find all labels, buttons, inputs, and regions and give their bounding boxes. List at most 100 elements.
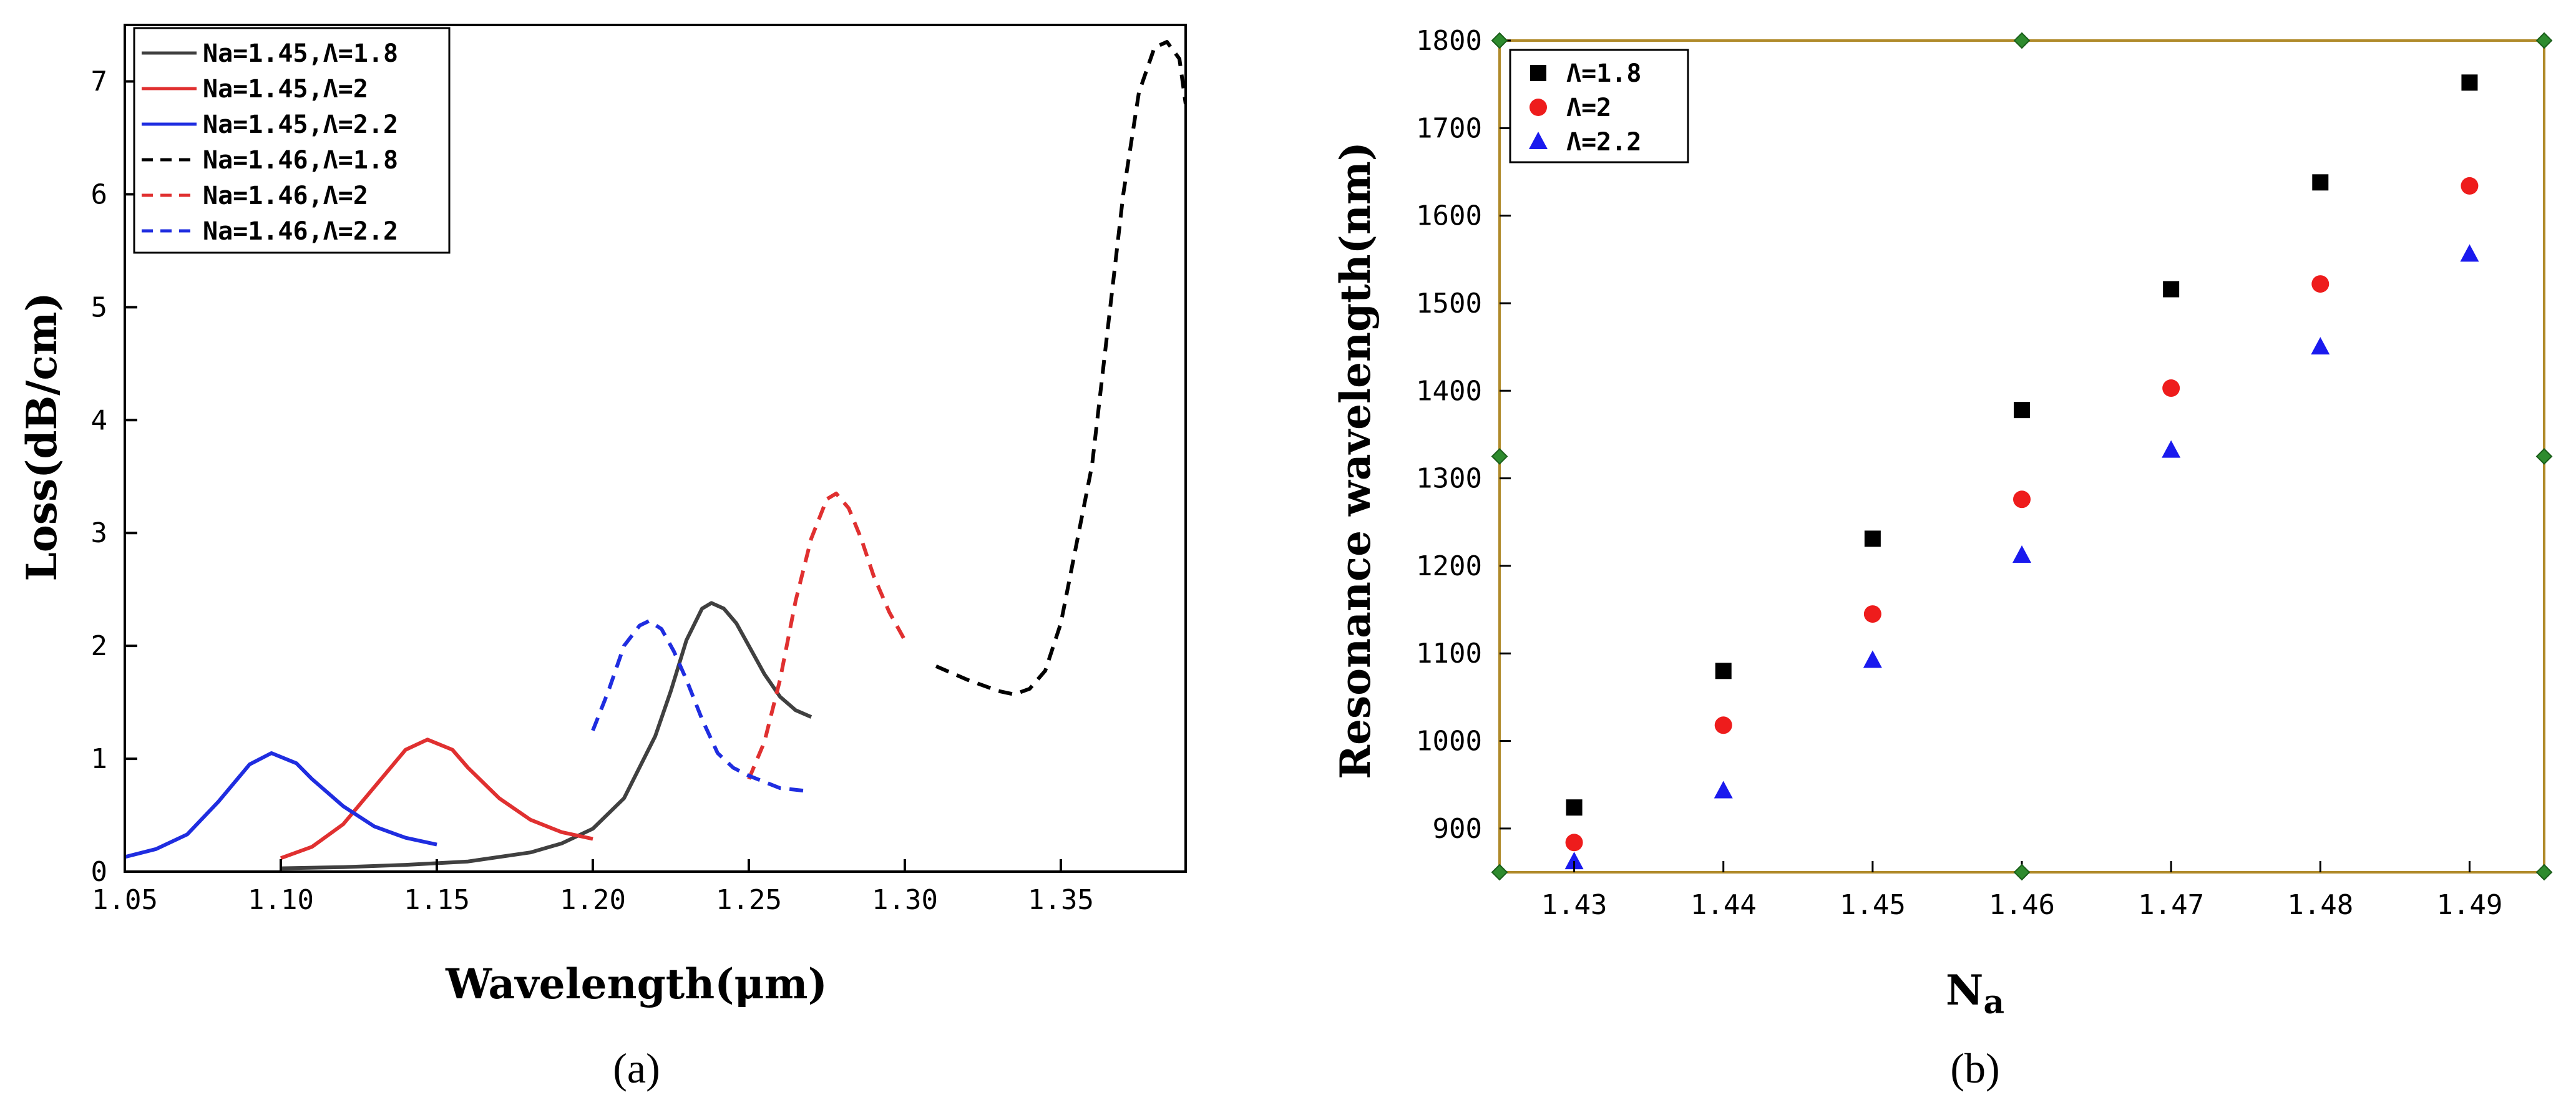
chart-a-ylabel: Loss(dB/cm) [17, 292, 66, 581]
chart-b-axes: 1.43 1.44 1.45 1.46 1.47 1.48 1.49 900 1000 1100 1… [1416, 25, 2553, 921]
scatter-point-b-2-2 [1863, 650, 1882, 668]
selection-handle-2 [2535, 32, 2553, 49]
scatter-point-b-1-5 [2311, 275, 2330, 293]
scatter-point-b-0-3 [2014, 402, 2030, 419]
chart-b-xlabel-sub: a [1983, 983, 2004, 1021]
scatter-point-b-2-6 [2460, 244, 2479, 262]
chart-a-legend-box [133, 27, 451, 254]
x-tick-label-b-2: 1.45 [1840, 889, 1906, 921]
legend-marker-b-1 [1530, 99, 1547, 116]
legend-label-a-3: Na=1.46,Λ=1.8 [203, 146, 398, 175]
series-line-a-5 [591, 619, 812, 794]
chart-a: 1.05 1.10 1.15 1.20 1.25 1.30 1.35 0 1 2 3 4 5 6 7 Na=… [17, 24, 1187, 1092]
chart-a-series-group [125, 40, 1186, 870]
chart-a-plot-area [125, 40, 1186, 870]
scatter-point-b-0-6 [2461, 74, 2478, 91]
scatter-point-b-2-4 [2162, 440, 2181, 458]
chart-a-legend: Na=1.45,Λ=1.8 Na=1.45,Λ=2 Na=1.45,Λ=2.2 Na=… [133, 27, 451, 254]
y-tick-label-b-0: 900 [1433, 813, 1482, 845]
scatter-point-b-1-1 [1714, 716, 1732, 734]
legend-label-a-4: Na=1.46,Λ=2 [203, 182, 368, 210]
selection-handle-6 [2013, 864, 2031, 881]
x-tick-label-b-5: 1.48 [2287, 889, 2353, 921]
chart-b: 1.43 1.44 1.45 1.46 1.47 1.48 1.49 900 1000 1100 1… [1331, 25, 2553, 1092]
scatter-point-b-1-4 [2162, 379, 2180, 397]
scatter-point-b-0-2 [1864, 530, 1881, 547]
y-tick-label-a-6: 6 [91, 178, 108, 210]
chart-a-axes: 1.05 1.10 1.15 1.20 1.25 1.30 1.35 0 1 2 3 4 5 6 7 [91, 24, 1187, 916]
selection-handle-3 [1491, 448, 1508, 465]
y-tick-label-a-3: 3 [91, 517, 108, 549]
y-tick-label-b-2: 1100 [1416, 638, 1482, 669]
y-tick-label-b-1: 1000 [1416, 726, 1482, 757]
selection-handle-7 [2535, 864, 2553, 881]
chart-a-xlabel: Wavelength(μm) [445, 960, 827, 1008]
scatter-point-b-0-0 [1566, 799, 1583, 816]
chart-b-plot-area [1564, 74, 2479, 870]
x-tick-label-a-6: 1.35 [1028, 884, 1094, 916]
scatter-point-b-0-5 [2312, 174, 2329, 191]
scatter-series-b-0 [1566, 74, 2478, 816]
y-tick-label-b-6: 1500 [1416, 288, 1482, 319]
y-tick-label-a-5: 5 [91, 291, 108, 323]
legend-label-a-5: Na=1.46,Λ=2.2 [203, 217, 398, 246]
chart-b-legend: Λ=1.8 Λ=2 Λ=2.2 [1509, 49, 1689, 163]
selection-handle-0 [1491, 32, 1508, 49]
x-tick-label-a-3: 1.20 [560, 884, 626, 916]
selection-handle-5 [1491, 864, 1508, 881]
scatter-point-b-2-0 [1564, 852, 1584, 870]
legend-marker-b-2 [1529, 132, 1548, 149]
legend-marker-b-0 [1530, 65, 1546, 81]
x-tick-label-b-3: 1.46 [1989, 889, 2055, 921]
scatter-point-b-1-0 [1565, 834, 1583, 852]
series-line-a-3 [935, 40, 1186, 696]
x-tick-label-a-2: 1.15 [404, 884, 470, 916]
x-tick-label-a-4: 1.25 [716, 884, 782, 916]
scatter-series-b-2 [1564, 244, 2479, 870]
x-tick-label-b-0: 1.43 [1541, 889, 1608, 921]
scatter-point-b-0-4 [2163, 281, 2180, 298]
y-tick-label-b-3: 1200 [1416, 550, 1482, 582]
chart-b-xlabel-main: N [1946, 966, 1983, 1015]
series-line-a-1 [280, 738, 593, 860]
selection-handle-4 [2535, 448, 2553, 465]
scatter-point-b-1-2 [1863, 605, 1881, 623]
x-tick-label-a-5: 1.30 [872, 884, 938, 916]
y-tick-label-a-4: 4 [91, 404, 108, 436]
legend-label-b-1: Λ=2 [1566, 94, 1611, 122]
y-tick-label-b-4: 1300 [1416, 463, 1482, 495]
scatter-point-b-2-1 [1714, 781, 1733, 799]
y-tick-label-a-1: 1 [91, 743, 108, 775]
y-tick-label-a-7: 7 [91, 66, 108, 97]
y-tick-label-b-5: 1400 [1416, 375, 1482, 407]
x-tick-label-a-0: 1.05 [92, 884, 158, 916]
scatter-point-b-1-3 [2013, 490, 2031, 509]
scatter-point-b-0-1 [1715, 663, 1732, 679]
series-line-a-2 [125, 751, 437, 859]
y-tick-label-b-8: 1700 [1416, 112, 1482, 144]
series-line-a-4 [747, 491, 907, 780]
x-tick-label-b-4: 1.47 [2138, 889, 2204, 921]
scatter-point-b-2-3 [2012, 545, 2031, 563]
selection-handle-1 [2013, 32, 2031, 49]
y-tick-label-b-9: 1800 [1416, 25, 1482, 57]
legend-label-b-2: Λ=2.2 [1566, 128, 1641, 157]
legend-label-a-0: Na=1.45,Λ=1.8 [203, 39, 398, 68]
chart-a-frame [124, 24, 1187, 873]
x-tick-label-b-6: 1.49 [2436, 889, 2502, 921]
x-tick-label-a-1: 1.10 [248, 884, 314, 916]
scatter-series-b-1 [1565, 177, 2479, 852]
panel-label-a: (a) [613, 1044, 660, 1092]
legend-label-b-0: Λ=1.8 [1566, 59, 1641, 88]
chart-b-ylabel: Resonance wavelength(nm) [1331, 142, 1380, 779]
y-tick-label-a-0: 0 [91, 856, 108, 888]
scatter-point-b-1-6 [2461, 177, 2479, 195]
panel-label-b: (b) [1950, 1044, 1999, 1092]
legend-label-a-2: Na=1.45,Λ=2.2 [203, 110, 398, 139]
scatter-point-b-2-5 [2311, 337, 2330, 355]
x-tick-label-b-1: 1.44 [1690, 889, 1757, 921]
chart-b-xlabel: Na [1946, 966, 2004, 1021]
y-tick-label-a-2: 2 [91, 630, 108, 662]
y-tick-label-b-7: 1600 [1416, 200, 1482, 232]
